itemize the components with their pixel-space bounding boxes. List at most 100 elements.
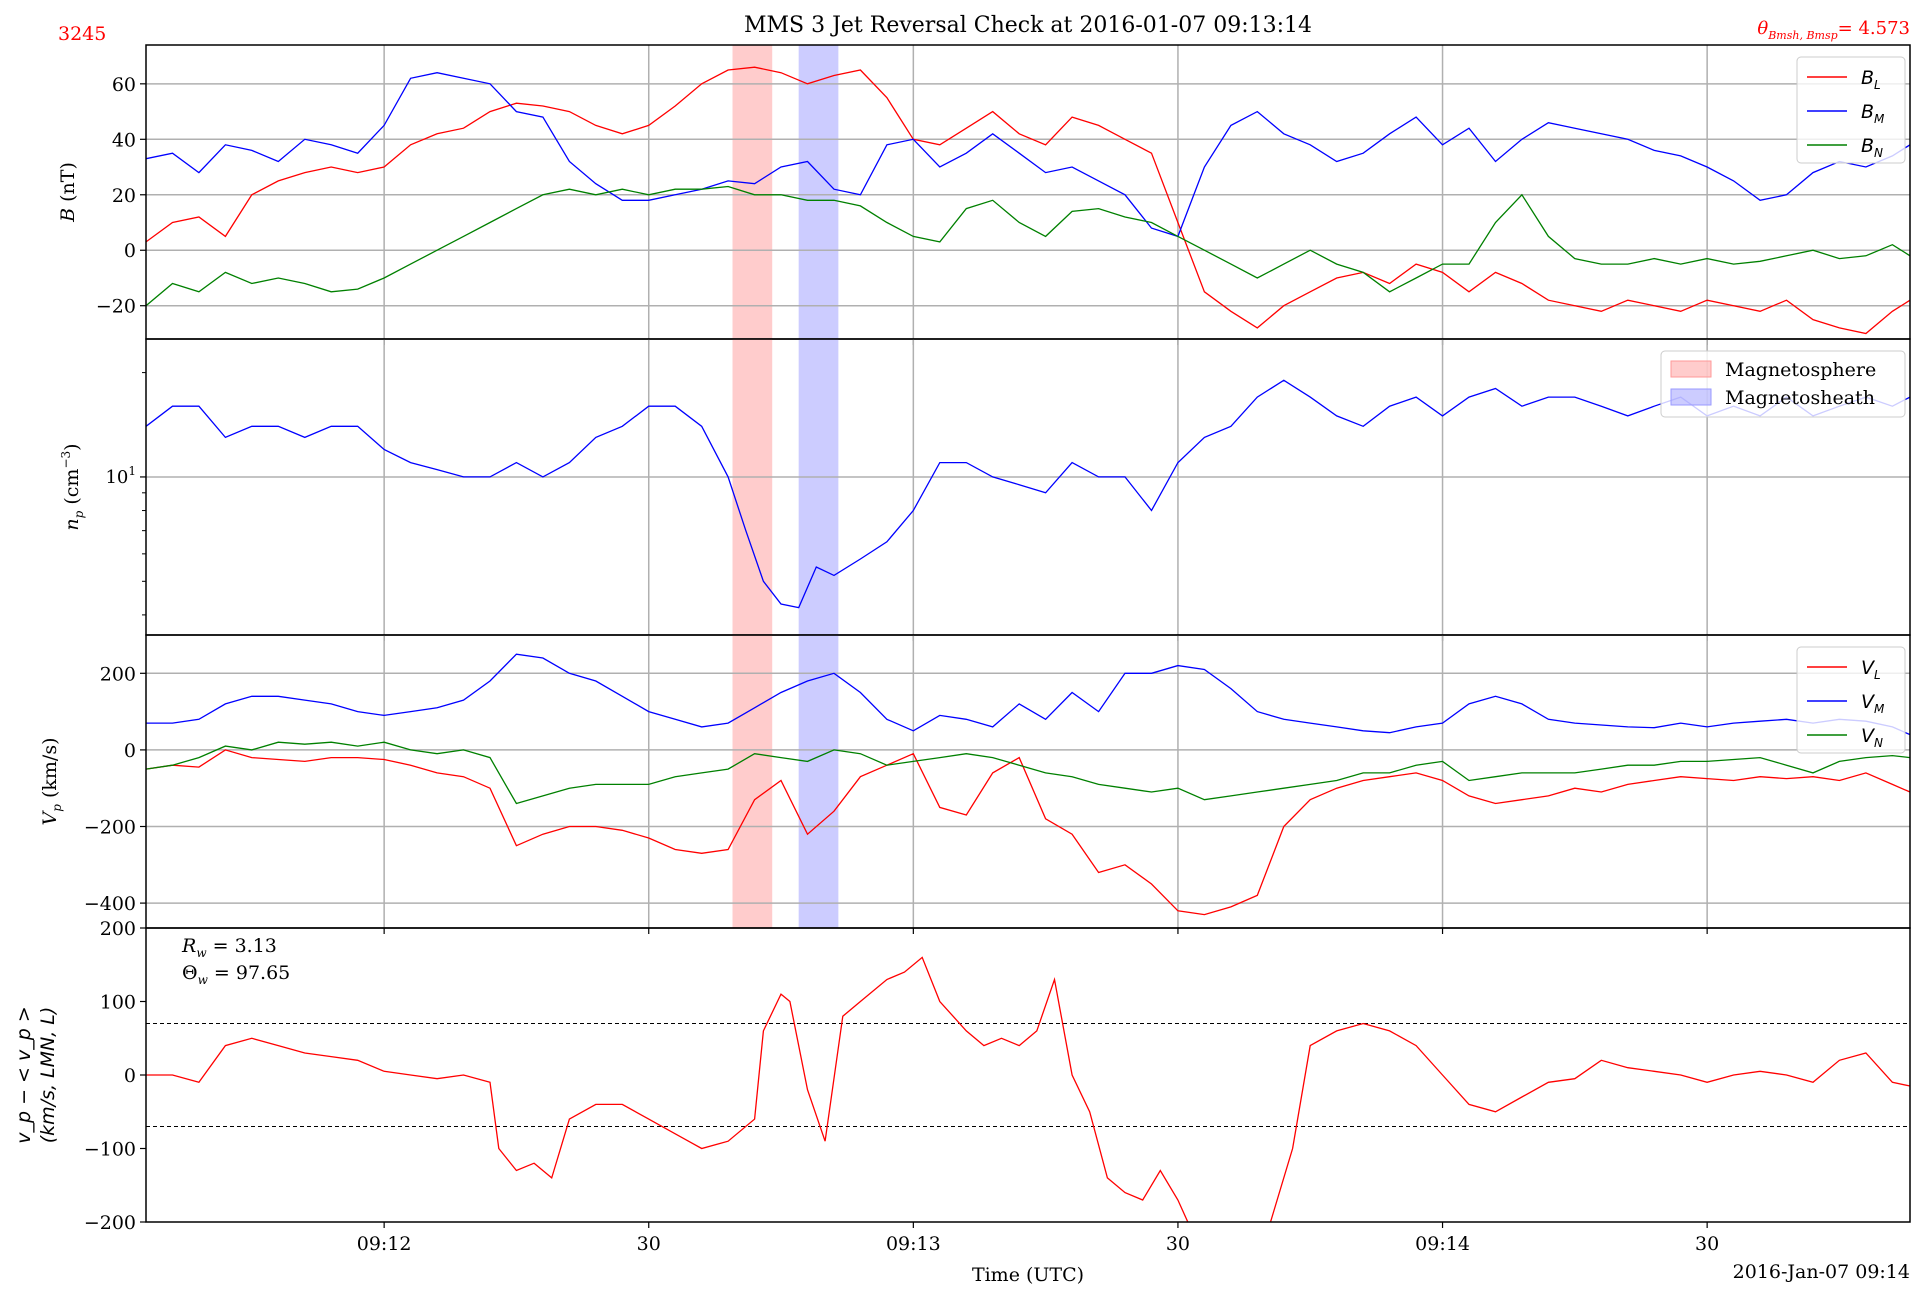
- legend-label: Magnetosphere: [1725, 359, 1876, 381]
- y-tick-label: 0: [124, 1065, 136, 1087]
- y-tick-label: 0: [124, 740, 136, 762]
- label-unit: (nT): [57, 162, 79, 208]
- y-tick-label: 100: [100, 992, 136, 1014]
- y-tick-label: −200: [84, 817, 136, 839]
- legend-label-sub: M: [1874, 702, 1885, 716]
- y-tick-label: 60: [112, 74, 136, 96]
- theta-annotation: θBmsh, Bmsp= 4.573: [1757, 18, 1910, 42]
- magnetosphere-band: [732, 635, 773, 928]
- legend-label: VL: [1861, 657, 1881, 682]
- legend: Magnetosphere Magnetosheath: [1660, 350, 1906, 418]
- x-tick-label: 09:14: [1415, 1233, 1470, 1255]
- magnetosheath-band: [798, 45, 839, 339]
- y-axis-label: Vp (km/s): [39, 738, 64, 826]
- legend-label-sub: L: [1874, 78, 1881, 92]
- label-unit: (cm: [61, 469, 83, 511]
- tick-base: 10: [105, 467, 128, 488]
- legend-label-base: B: [1861, 101, 1874, 123]
- y-axis-label-line2: (km/s, LMN, L): [37, 1007, 59, 1144]
- y-tick-label: −20: [96, 296, 136, 318]
- magnetosheath-band: [798, 635, 839, 928]
- legend-label: BM: [1861, 101, 1885, 126]
- panel-velocity_deviation: 09:12 30 09:13 30 09:14 30 −200 −100 0 100 200 v_p …: [13, 918, 1911, 1255]
- series-group: [146, 653, 1910, 916]
- y-tick-label: 0: [124, 240, 136, 262]
- legend-label: BN: [1861, 135, 1883, 160]
- label-close: ): [61, 443, 83, 450]
- legend-label: BL: [1861, 67, 1881, 92]
- panel-density: 101 np (cm−3) Magnetosphere Magnetosheath: [59, 338, 1911, 641]
- y-axis-label-line1: v_p − < v_p >: [13, 1006, 35, 1144]
- legend-label-base: B: [1861, 67, 1874, 89]
- legend-label-sub: M: [1874, 112, 1885, 126]
- legend-label: VM: [1861, 691, 1885, 716]
- label-symbol: V: [39, 809, 61, 825]
- thetaw-sub: w: [198, 973, 209, 987]
- legend-swatch: [1670, 360, 1712, 378]
- panel-frame: [145, 927, 1911, 1223]
- theta-subscript: Bmsh, Bmsp: [1767, 29, 1837, 42]
- legend-swatch: [1670, 388, 1712, 406]
- series-group: [146, 66, 1910, 335]
- series-line-L: [146, 66, 1910, 335]
- legend-label-base: V: [1861, 657, 1876, 679]
- y-tick-label: 101: [105, 464, 136, 488]
- series-line-M: [146, 72, 1910, 238]
- legend-label: Magnetosheath: [1725, 387, 1875, 409]
- series-line-N: [146, 185, 1910, 307]
- legend-box: [1796, 56, 1906, 164]
- legend-label-sub: N: [1874, 736, 1883, 750]
- y-tick-label: −200: [84, 1212, 136, 1234]
- theta-w-annotation: Θw = 97.65: [182, 962, 290, 987]
- series-line-n: [146, 379, 1910, 609]
- rw-sub: w: [196, 946, 207, 960]
- legend-box: [1660, 350, 1906, 418]
- label-exp: −3: [59, 451, 73, 469]
- legend-label-base: V: [1861, 725, 1876, 747]
- tick-exponent: 1: [128, 464, 136, 478]
- x-axis-label: Time (UTC): [972, 1264, 1084, 1286]
- theta-symbol: θ: [1757, 18, 1768, 39]
- legend-label-sub: L: [1874, 668, 1881, 682]
- y-tick-label: 20: [112, 185, 136, 207]
- rw-symbol: R: [181, 935, 196, 957]
- x-tick-label: 09:12: [357, 1233, 412, 1255]
- x-tick-label: 30: [1166, 1233, 1190, 1255]
- x-tick-label: 30: [1695, 1233, 1719, 1255]
- label-sub: p: [72, 510, 86, 518]
- series-line-N: [146, 741, 1910, 805]
- x-tick-label: 09:13: [886, 1233, 941, 1255]
- theta-value: = 4.573: [1838, 18, 1910, 39]
- date-label: 2016-Jan-07 09:14: [1733, 1261, 1910, 1283]
- rw-annotation: Rw = 3.13: [181, 935, 277, 960]
- label-sub: p: [50, 804, 64, 812]
- label-unit: (km/s): [39, 738, 61, 805]
- legend-label-sub: N: [1874, 146, 1883, 160]
- series-line-dv: [146, 956, 1910, 1222]
- thetaw-symbol: Θ: [182, 962, 198, 984]
- legend-label-base: B: [1861, 135, 1874, 157]
- magnetosheath-band: [798, 339, 839, 635]
- y-tick-label: 40: [112, 129, 136, 151]
- series-group: [146, 379, 1910, 609]
- label-symbol: n: [61, 518, 83, 530]
- magnetosphere-band: [732, 45, 773, 339]
- series-group: [146, 956, 1910, 1222]
- magnetosphere-band: [732, 339, 773, 635]
- corner-id: 3245: [58, 23, 106, 45]
- figure-title: MMS 3 Jet Reversal Check at 2016-01-07 0…: [744, 13, 1312, 38]
- panel-frame: [145, 44, 1911, 340]
- rw-value: = 3.13: [207, 935, 277, 957]
- legend-label: VN: [1861, 725, 1883, 750]
- y-tick-label: 200: [100, 663, 136, 685]
- thetaw-value: = 97.65: [208, 962, 290, 984]
- series-line-L: [146, 749, 1910, 916]
- y-tick-label: 200: [100, 918, 136, 940]
- x-tick-label: 30: [637, 1233, 661, 1255]
